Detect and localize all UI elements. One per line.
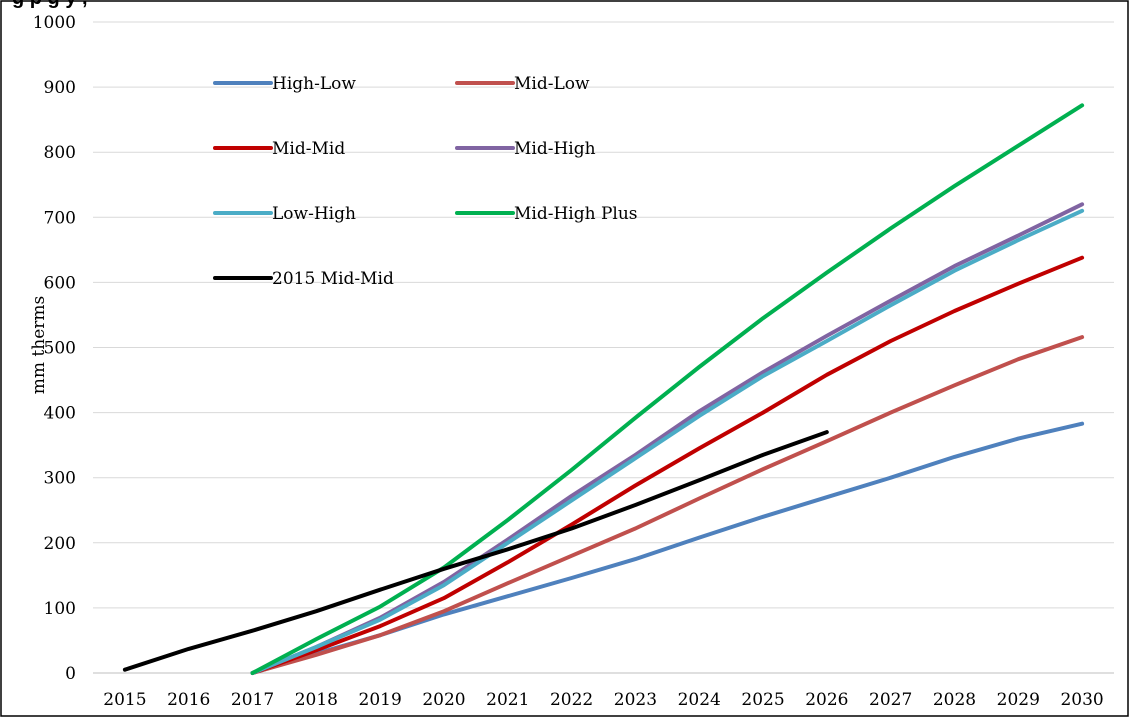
series-lines <box>122 103 1085 675</box>
x-tick-label: 2029 <box>997 690 1040 710</box>
y-tick-label: 800 <box>44 143 76 163</box>
legend-label-2015-mid-mid: 2015 Mid-Mid <box>272 269 394 289</box>
y-tick-label: 400 <box>44 404 76 424</box>
x-tick-label: 2026 <box>805 690 848 710</box>
legend-label-mid-high-plus: Mid-High Plus <box>514 204 638 224</box>
legend-label-low-high: Low-High <box>272 204 356 224</box>
series-line-2015-mid-mid <box>122 430 829 672</box>
x-tick-label: 2015 <box>103 690 146 710</box>
chart-title: g p g y , <box>12 0 88 9</box>
x-tick-label: 2016 <box>167 690 210 710</box>
axes: 0 100 200 300 400 500 600 700 800 900 1000 2015 2016… <box>33 13 1114 710</box>
x-tick-label: 2018 <box>295 690 338 710</box>
y-tick-label: 100 <box>44 599 76 619</box>
y-tick-label: 900 <box>44 78 76 98</box>
gridlines <box>93 21 1114 609</box>
y-tick-label: 0 <box>65 664 76 684</box>
x-tick-label: 2019 <box>359 690 402 710</box>
x-tick-label: 2023 <box>614 690 657 710</box>
y-tick-label: 600 <box>44 273 76 293</box>
x-tick-label: 2024 <box>678 690 721 710</box>
y-tick-label: 200 <box>44 534 76 554</box>
x-tick-label: 2025 <box>741 690 784 710</box>
legend-label-high-low: High-Low <box>272 74 356 94</box>
series-line-mid-mid <box>250 255 1085 675</box>
x-tick-label: 2022 <box>550 690 593 710</box>
y-tick-label: 300 <box>44 469 76 489</box>
x-tick-label: 2021 <box>486 690 529 710</box>
y-tick-label: 700 <box>44 208 76 228</box>
y-tick-label: 500 <box>44 339 76 359</box>
x-tick-label: 2030 <box>1060 690 1103 710</box>
legend: High-Low Mid-Low Mid-Mid Mid-High Low-High Mi… <box>213 74 638 289</box>
legend-label-mid-mid: Mid-Mid <box>272 139 345 159</box>
x-tick-label: 2017 <box>231 690 274 710</box>
y-tick-label: 1000 <box>33 13 76 33</box>
x-tick-label: 2020 <box>422 690 465 710</box>
series-line-mid-high-plus <box>250 103 1085 675</box>
x-tick-label: 2027 <box>869 690 912 710</box>
legend-label-mid-high: Mid-High <box>514 139 596 159</box>
series-line-mid-low <box>250 335 1085 675</box>
y-axis-label: mm therms <box>29 296 49 394</box>
x-tick-label: 2028 <box>933 690 976 710</box>
legend-label-mid-low: Mid-Low <box>514 74 590 94</box>
series-line-low-high <box>250 208 1085 675</box>
